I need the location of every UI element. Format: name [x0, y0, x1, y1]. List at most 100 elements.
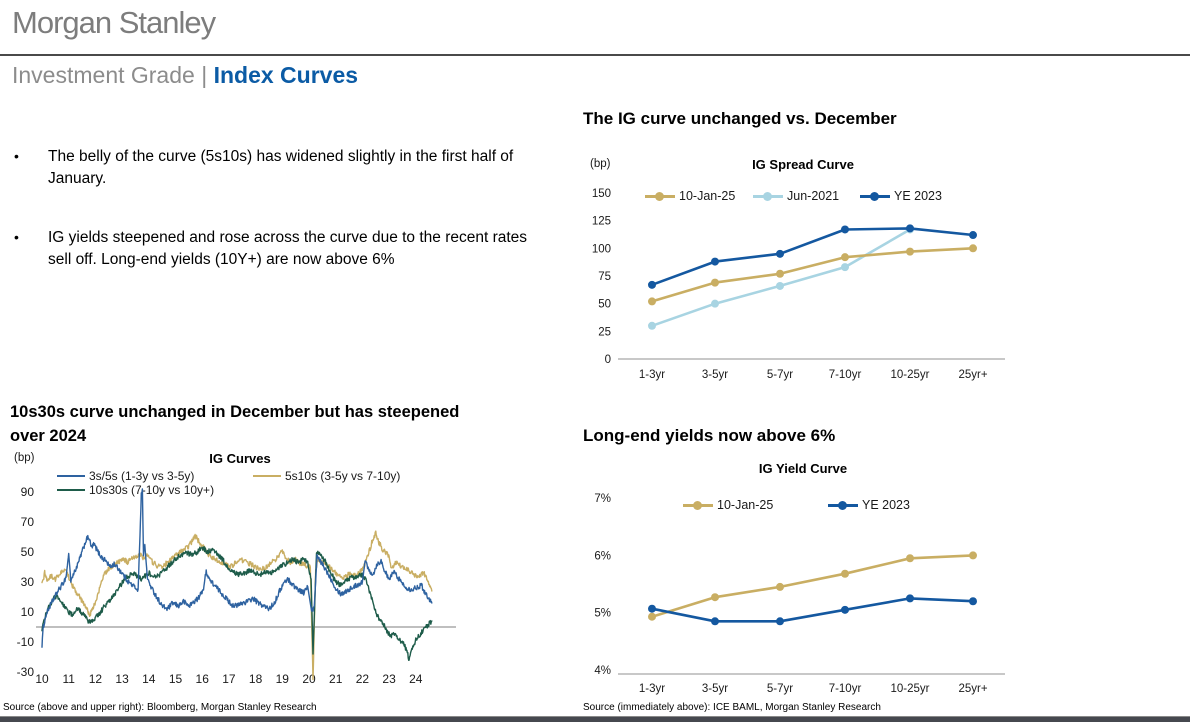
source-note-left: Source (above and upper right): Bloomber…	[3, 702, 317, 713]
svg-text:25yr+: 25yr+	[958, 369, 987, 381]
bullet-item: • IG yields steepened and rose across th…	[14, 227, 530, 272]
legend-item-jun-2021: Jun-2021	[753, 189, 839, 203]
svg-text:4%: 4%	[594, 665, 611, 677]
ig-spread-curve-chart: (bp) IG Spread Curve 10-Jan-25 Jun-2021 …	[583, 140, 1183, 395]
ig-yield-curve-plot: 4% 5% 6% 7% 1-3yr 3-5yr 5-7yr 7-10yr 10-25yr 25yr…	[594, 493, 1005, 695]
section-label: Investment Grade	[12, 62, 195, 88]
ig-spread-curve-plot: 0 25 50 75 100 125 150 1-3yr 3-5yr 5-7yr 7-10yr 10-…	[592, 188, 1005, 381]
svg-text:90: 90	[21, 485, 35, 499]
bullet-marker: •	[14, 148, 19, 164]
svg-text:10: 10	[35, 672, 49, 686]
svg-text:19: 19	[276, 672, 290, 686]
svg-text:100: 100	[592, 243, 611, 255]
series-3s/5s (1-3y vs 3-5y)	[41, 488, 433, 648]
svg-text:11: 11	[62, 672, 75, 686]
svg-text:14: 14	[142, 672, 156, 686]
svg-text:10-25yr: 10-25yr	[891, 683, 930, 695]
legend-swatch-ye-2023	[828, 500, 858, 510]
svg-text:75: 75	[598, 271, 611, 283]
svg-text:50: 50	[21, 545, 35, 559]
svg-text:24: 24	[409, 672, 423, 686]
svg-text:10-25yr: 10-25yr	[891, 369, 930, 381]
svg-text:3-5yr: 3-5yr	[702, 369, 728, 381]
svg-text:5-7yr: 5-7yr	[767, 683, 793, 695]
legend-label: 5s10s (3-5y vs 7-10y)	[285, 469, 401, 483]
svg-text:16: 16	[196, 672, 210, 686]
svg-text:22: 22	[356, 672, 370, 686]
svg-text:21: 21	[329, 672, 343, 686]
svg-text:7-10yr: 7-10yr	[829, 683, 862, 695]
svg-text:-30: -30	[17, 665, 35, 679]
svg-text:1-3yr: 1-3yr	[639, 683, 665, 695]
svg-text:30: 30	[21, 575, 35, 589]
footer-bar	[0, 716, 1190, 722]
legend-swatch-10s30s	[57, 488, 85, 492]
series-10-Jan-25	[648, 244, 977, 306]
axes: 0 25 50 75 100 125 150 1-3yr 3-5yr 5-7yr 7-10yr 10-…	[592, 188, 1005, 381]
legend-label: YE 2023	[894, 189, 942, 203]
svg-text:20: 20	[302, 672, 316, 686]
svg-text:15: 15	[169, 672, 183, 686]
source-note-right: Source (immediately above): ICE BAML, Mo…	[583, 702, 881, 713]
svg-text:5%: 5%	[594, 608, 611, 620]
svg-text:17: 17	[222, 672, 236, 686]
legend-swatch-3s5s	[57, 474, 85, 478]
svg-text:1-3yr: 1-3yr	[639, 369, 665, 381]
legend-label: 10-Jan-25	[717, 498, 774, 512]
legend-item-10s30s: 10s30s (7-10y vs 10y+)	[57, 483, 214, 497]
ig-curves-chart: (bp) IG Curves 3s/5s (1-3y vs 3-5y) 5s10…	[0, 450, 575, 700]
series-10s30s (7-10y vs 10y+)	[41, 545, 433, 662]
breadcrumb: Investment Grade | Index Curves	[12, 62, 358, 89]
svg-text:25yr+: 25yr+	[958, 683, 987, 695]
legend-item-10-jan-25: 10-Jan-25	[645, 189, 735, 203]
svg-text:125: 125	[592, 216, 611, 228]
legend-item-10-jan-25: 10-Jan-25	[683, 498, 773, 512]
axes: 4% 5% 6% 7% 1-3yr 3-5yr 5-7yr 7-10yr 10-25yr 25yr…	[594, 493, 1005, 695]
series-10-Jan-25	[648, 551, 977, 621]
legend-item-ye-2023: YE 2023	[828, 498, 910, 512]
ig-yield-curve-chart: IG Yield Curve 10-Jan-25 YE 2023 4% 5% 6% 7…	[583, 450, 1183, 705]
svg-text:-10: -10	[17, 635, 35, 649]
svg-text:13: 13	[115, 672, 129, 686]
svg-text:18: 18	[249, 672, 263, 686]
series-5s10s (3-5y vs 7-10y)	[41, 530, 433, 681]
page-title: Index Curves	[213, 62, 359, 88]
right-top-heading: The IG curve unchanged vs. December	[583, 109, 897, 128]
bullet-text: IG yields steepened and rose across the …	[48, 228, 528, 269]
svg-text:0: 0	[605, 354, 611, 366]
svg-text:3-5yr: 3-5yr	[702, 683, 728, 695]
breadcrumb-separator: |	[201, 62, 208, 88]
y-axis-unit: (bp)	[590, 158, 611, 170]
legend-item-5s10s: 5s10s (3-5y vs 7-10y)	[253, 469, 400, 483]
legend-swatch-jun-2021	[753, 191, 783, 201]
legend-swatch-5s10s	[253, 474, 281, 478]
svg-text:12: 12	[89, 672, 103, 686]
legend-swatch-10-jan-25	[645, 191, 675, 201]
svg-text:7%: 7%	[594, 493, 611, 505]
legend-label: Jun-2021	[787, 189, 840, 203]
svg-text:150: 150	[592, 188, 611, 200]
svg-text:7-10yr: 7-10yr	[829, 369, 862, 381]
bullet-marker: •	[14, 228, 19, 245]
chart-title: IG Spread Curve	[752, 157, 854, 172]
header-divider	[0, 54, 1190, 56]
svg-text:25: 25	[598, 326, 611, 338]
commentary-bullets: • The belly of the curve (5s10s) has wid…	[14, 146, 530, 308]
legend-item-ye-2023: YE 2023	[860, 189, 942, 203]
morgan-stanley-logo: Morgan Stanley	[12, 5, 216, 40]
series-YE 2023	[648, 594, 977, 626]
bullet-text: The belly of the curve (5s10s) has widen…	[48, 148, 514, 188]
left-chart-heading: 10s30s curve unchanged in December but h…	[10, 403, 460, 445]
y-axis-unit: (bp)	[14, 452, 35, 464]
chart-title: IG Yield Curve	[758, 461, 848, 476]
series-YE 2023	[648, 224, 977, 289]
legend-item-3s5s: 3s/5s (1-3y vs 3-5y)	[57, 469, 194, 483]
legend-swatch-ye-2023	[860, 191, 890, 201]
svg-text:6%: 6%	[594, 550, 611, 562]
series-Jun-2021	[648, 225, 914, 330]
legend-label: 10s30s (7-10y vs 10y+)	[89, 483, 215, 497]
svg-text:70: 70	[21, 515, 35, 529]
legend-label: YE 2023	[862, 498, 910, 512]
